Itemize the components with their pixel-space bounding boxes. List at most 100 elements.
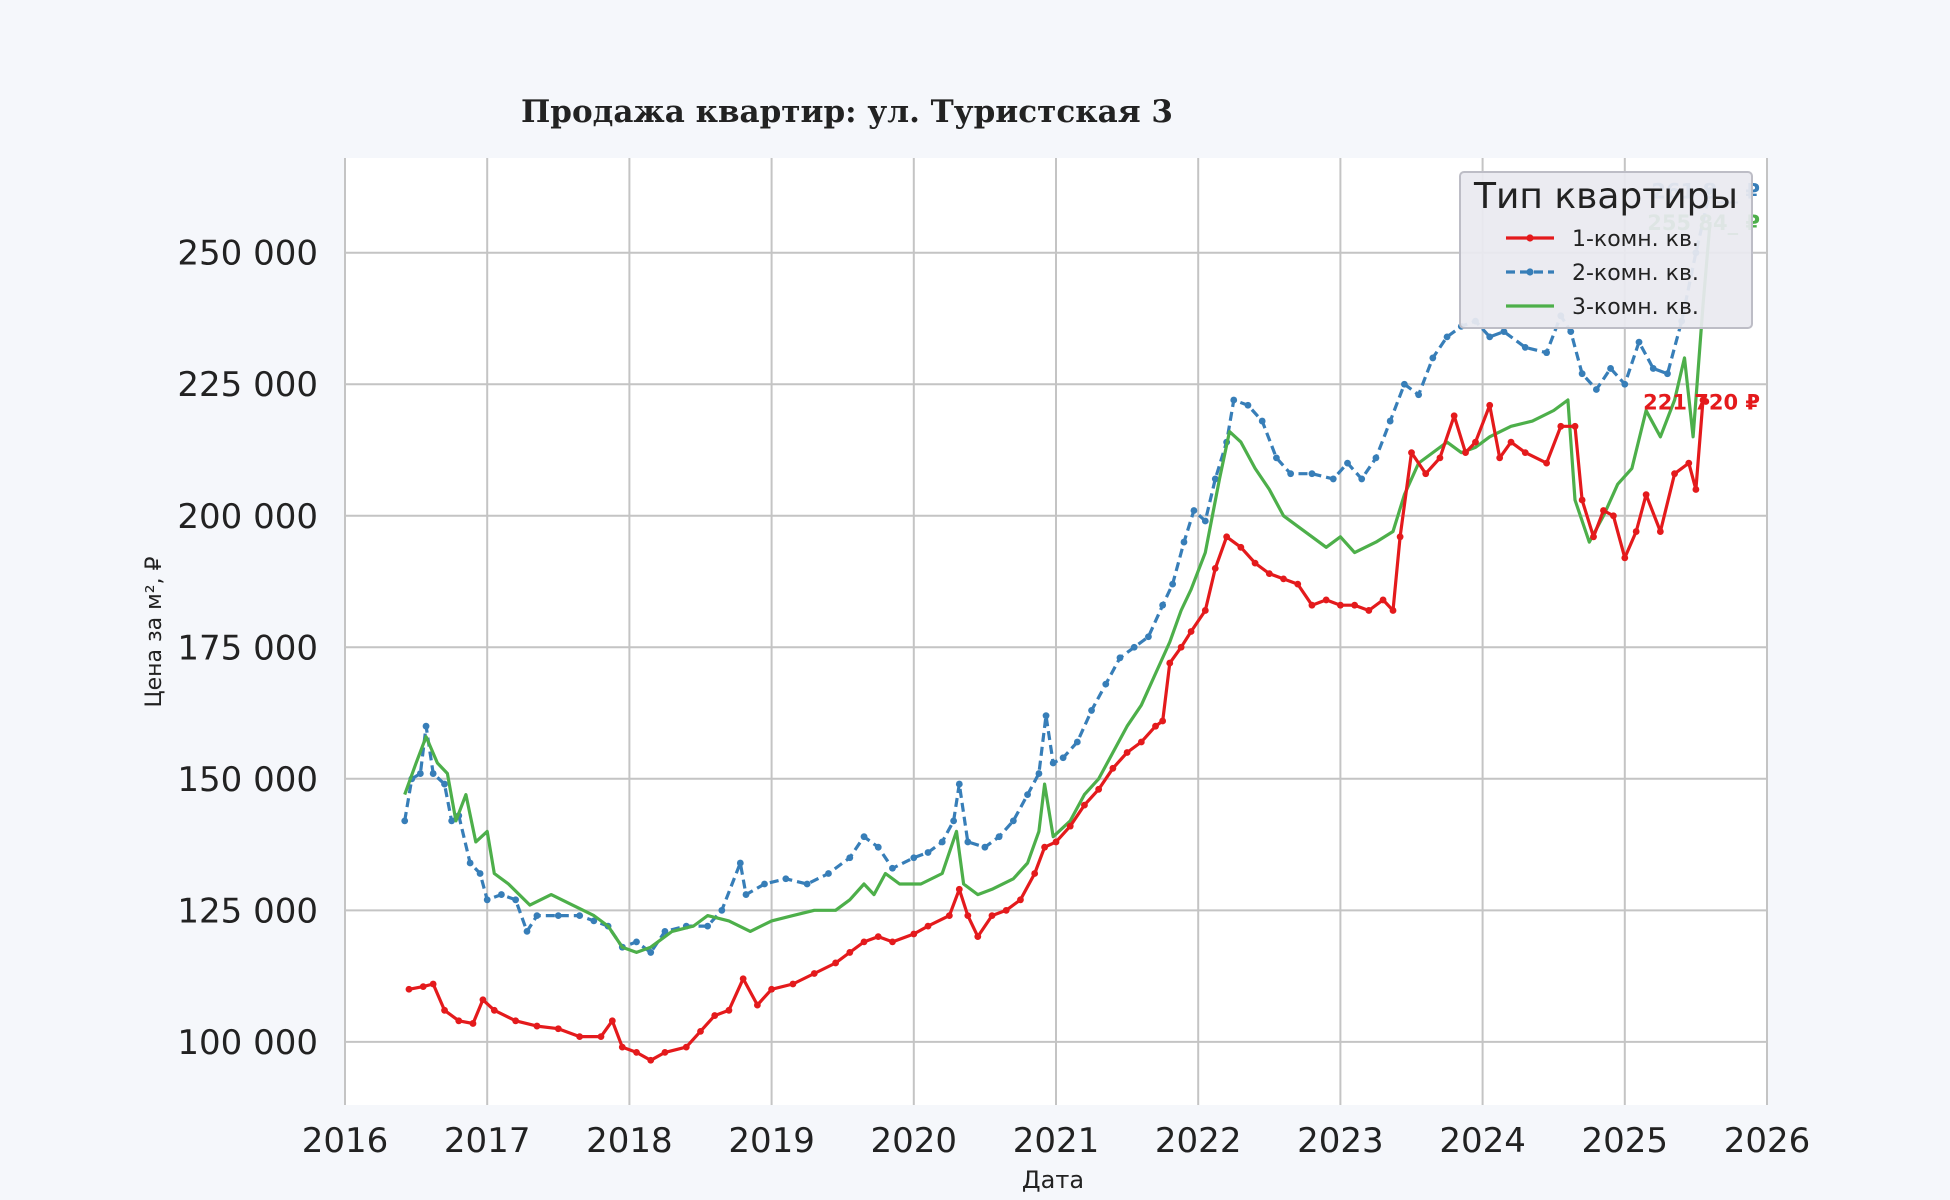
data-point — [1251, 559, 1259, 567]
x-tick-label: 2025 — [1582, 1121, 1669, 1161]
data-point — [1543, 349, 1550, 357]
legend-title: Тип квартиры — [1473, 176, 1738, 217]
data-point — [1177, 643, 1185, 651]
data-point — [1642, 491, 1650, 499]
data-point — [1137, 738, 1145, 746]
data-point — [950, 817, 958, 825]
legend-label: 3-комн. кв. — [1572, 295, 1699, 320]
data-point — [419, 983, 427, 991]
y-tick-label: 250 000 — [177, 234, 318, 274]
data-point — [761, 880, 768, 888]
data-point — [1042, 712, 1050, 720]
y-ticks: 100 000 125 000 150 000 175 000 200 000 225 0… — [177, 234, 318, 1063]
data-point — [1073, 738, 1081, 746]
data-point — [1145, 633, 1152, 641]
data-point — [1187, 628, 1195, 635]
legend-item: 2-комн. кв. — [1506, 261, 1699, 286]
data-point — [483, 896, 491, 904]
data-point — [476, 870, 484, 877]
data-point — [533, 1022, 541, 1030]
data-point — [1372, 454, 1380, 462]
data-point — [647, 949, 655, 956]
data-point — [1329, 475, 1337, 483]
data-point — [1557, 422, 1565, 430]
data-point — [1294, 580, 1302, 588]
x-axis-label: Дата — [1022, 1166, 1084, 1194]
data-point — [889, 938, 896, 946]
data-point — [995, 833, 1003, 841]
data-point — [1422, 470, 1430, 478]
data-point — [964, 838, 972, 846]
data-point — [1035, 770, 1043, 777]
data-point — [1486, 333, 1494, 341]
data-point — [576, 912, 584, 919]
data-point — [661, 927, 669, 935]
data-point — [1358, 475, 1366, 483]
data-point — [1462, 449, 1469, 457]
data-point — [1169, 580, 1177, 588]
data-point — [401, 817, 409, 825]
data-point — [1500, 328, 1508, 336]
data-point — [860, 938, 868, 946]
data-point — [910, 854, 918, 862]
grid — [344, 158, 1768, 1105]
data-point — [498, 891, 505, 898]
data-point — [974, 933, 982, 941]
data-point — [448, 817, 456, 825]
data-point — [1656, 528, 1664, 535]
data-point — [1578, 496, 1586, 504]
data-point — [1123, 749, 1131, 756]
data-point — [1386, 417, 1394, 425]
x-tick-label: 2020 — [871, 1121, 958, 1161]
data-point — [1610, 512, 1617, 520]
data-point — [1621, 554, 1629, 562]
data-point — [1486, 401, 1494, 409]
data-point — [1159, 717, 1167, 725]
data-point — [1649, 365, 1657, 372]
data-point — [441, 1006, 448, 1014]
data-point — [479, 996, 487, 1004]
data-point — [810, 970, 818, 977]
legend-label: 1-комн. кв. — [1572, 227, 1699, 252]
data-point — [1201, 607, 1209, 614]
data-point — [1308, 470, 1316, 478]
data-point — [711, 1012, 719, 1019]
data-point — [789, 980, 797, 988]
data-point — [874, 843, 882, 851]
x-ticks: 2016 2017 2018 2019 2020 2021 2022 2023 2024 2025… — [302, 1121, 1811, 1161]
data-point — [753, 1001, 761, 1009]
data-point — [512, 1017, 520, 1025]
data-point — [1280, 575, 1287, 583]
data-point — [1166, 659, 1174, 667]
data-point — [988, 912, 996, 919]
data-point — [1496, 454, 1504, 462]
data-point — [1041, 843, 1049, 851]
data-point — [490, 1006, 498, 1014]
data-point — [1130, 643, 1138, 651]
data-point — [1521, 449, 1529, 457]
data-point — [1507, 438, 1515, 446]
data-point — [1052, 838, 1060, 846]
legend: Тип квартиры 1-комн. кв. 2-комн. кв. 3-ком… — [1459, 171, 1753, 329]
data-point — [1450, 412, 1458, 420]
data-point — [523, 927, 531, 935]
y-tick-label: 225 000 — [177, 365, 318, 405]
data-point — [1436, 454, 1444, 462]
data-point — [1031, 870, 1039, 877]
data-point — [1365, 607, 1373, 614]
data-point — [512, 896, 520, 904]
data-point — [1265, 570, 1273, 578]
data-point — [576, 1033, 584, 1041]
data-point — [1702, 398, 1710, 405]
data-point — [466, 859, 474, 867]
data-point — [1109, 764, 1117, 772]
data-point — [1671, 470, 1678, 478]
data-point — [1211, 475, 1219, 483]
legend-items: 1-комн. кв. 2-комн. кв. 3-комн. кв. — [1506, 227, 1699, 320]
x-tick-label: 2017 — [444, 1121, 531, 1161]
data-point — [1081, 801, 1088, 809]
data-point — [1223, 533, 1231, 541]
data-point — [924, 849, 932, 856]
data-point — [429, 770, 437, 777]
